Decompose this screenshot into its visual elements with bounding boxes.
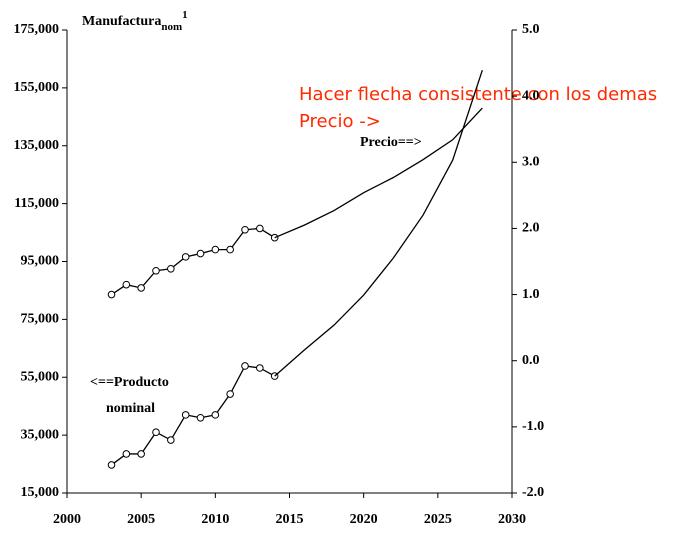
y-tick-label: 75,000 bbox=[21, 312, 60, 327]
annotation: Precio==> bbox=[360, 135, 422, 150]
note: Precio -> bbox=[299, 111, 381, 132]
point bbox=[122, 280, 131, 289]
series-line bbox=[274, 70, 483, 377]
y-tick-label: 115,000 bbox=[14, 196, 59, 211]
point bbox=[256, 364, 264, 372]
point bbox=[211, 245, 220, 254]
y-tick-label: 35,000 bbox=[21, 427, 60, 442]
point bbox=[181, 411, 190, 419]
y2-tick-label: 0.0 bbox=[522, 353, 540, 368]
point bbox=[152, 266, 160, 275]
x-tick-label: 2005 bbox=[127, 512, 155, 527]
y-tick-label: 135,000 bbox=[14, 138, 60, 153]
point bbox=[196, 249, 205, 258]
y2-tick-label: 5.0 bbox=[522, 22, 540, 37]
y-tick-label: 15,000 bbox=[21, 485, 60, 500]
point bbox=[107, 461, 116, 469]
y2-tick-label: -2.0 bbox=[522, 485, 544, 500]
point bbox=[226, 390, 234, 398]
point bbox=[256, 224, 264, 233]
y2-tick-label: 2.0 bbox=[522, 221, 540, 236]
x-tick-label: 2020 bbox=[350, 512, 378, 527]
point bbox=[226, 245, 234, 254]
point bbox=[107, 290, 116, 299]
y-tick-label: 95,000 bbox=[21, 254, 60, 269]
x-tick-label: 2000 bbox=[53, 512, 81, 527]
point bbox=[167, 264, 175, 273]
annotation: nominal bbox=[106, 401, 155, 416]
series-line bbox=[274, 107, 483, 239]
point bbox=[196, 413, 205, 422]
y2-tick-label: 4.0 bbox=[522, 88, 540, 103]
point bbox=[241, 225, 249, 234]
point bbox=[137, 450, 145, 458]
x-tick-label: 2010 bbox=[201, 512, 229, 527]
annotation: <==Producto bbox=[90, 375, 169, 390]
point bbox=[167, 436, 175, 444]
y2-tick-label: -1.0 bbox=[522, 419, 544, 434]
point bbox=[122, 450, 131, 458]
x-tick-label: 2025 bbox=[424, 512, 452, 527]
title-sub: nom bbox=[161, 21, 182, 33]
point bbox=[181, 253, 190, 261]
y2-tick-label: 3.0 bbox=[522, 155, 540, 170]
x-tick-label: 2015 bbox=[276, 512, 304, 527]
x-tick-label: 2030 bbox=[498, 512, 526, 527]
y-tick-label: 155,000 bbox=[14, 80, 60, 95]
y-tick-label: 175,000 bbox=[14, 22, 60, 37]
point bbox=[137, 284, 145, 292]
title-main: Manufactura bbox=[82, 14, 161, 29]
series-line bbox=[111, 227, 276, 296]
note: Hacer flecha consistente con los demas bbox=[299, 84, 657, 105]
chart-title: Manufacturanom1 bbox=[82, 9, 188, 33]
title-sup: 1 bbox=[182, 9, 188, 21]
y-tick-label: 55,000 bbox=[21, 369, 60, 384]
point bbox=[241, 362, 249, 370]
point bbox=[211, 411, 220, 419]
point bbox=[152, 428, 160, 437]
y2-tick-label: 1.0 bbox=[522, 287, 540, 302]
